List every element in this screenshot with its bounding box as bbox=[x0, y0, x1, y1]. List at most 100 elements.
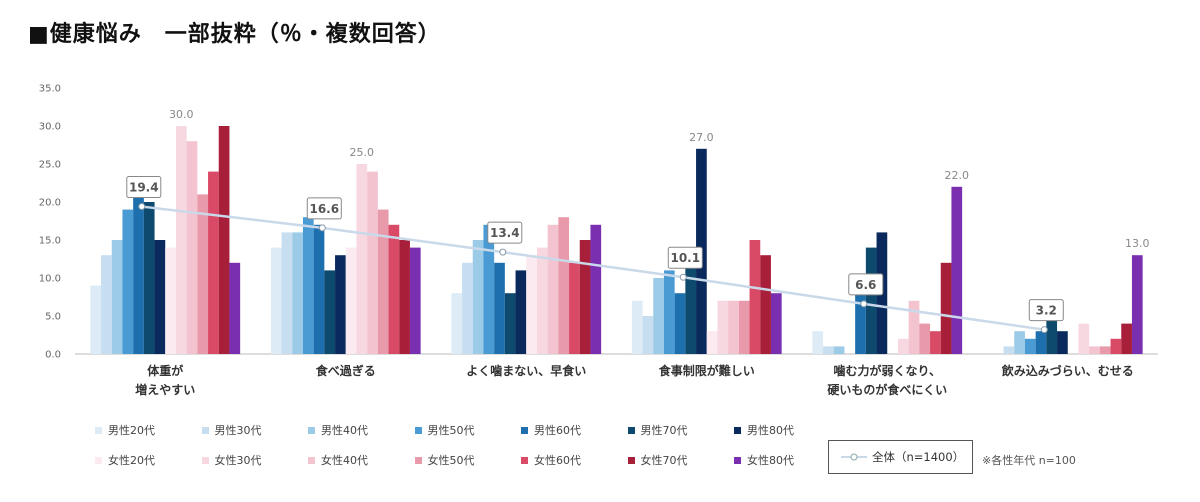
legend-item: 男性30代 bbox=[201, 422, 262, 438]
total-data-label: 3.2 bbox=[1036, 304, 1057, 318]
bar bbox=[451, 293, 463, 354]
total-data-label: 19.4 bbox=[129, 181, 159, 195]
legend-total: 全体（n=1400） bbox=[828, 440, 973, 474]
bar bbox=[218, 126, 230, 354]
total-label-box bbox=[1028, 299, 1064, 322]
bar bbox=[101, 255, 112, 354]
legend-item-label: 男性20代 bbox=[108, 424, 155, 437]
bar bbox=[631, 300, 643, 354]
x-category-label: 飲み込みづらい、むせる bbox=[1001, 363, 1134, 378]
bar bbox=[345, 247, 357, 354]
bar bbox=[388, 224, 400, 354]
y-tick-label: 35.0 bbox=[39, 84, 61, 95]
bar bbox=[674, 293, 686, 354]
y-tick-label: 0.0 bbox=[45, 350, 61, 361]
bar bbox=[823, 346, 834, 354]
bar bbox=[462, 262, 473, 354]
legend-item: 女性30代 bbox=[201, 452, 262, 468]
legend-item-label: 女性50代 bbox=[427, 454, 475, 467]
legend-item-label: 男性50代 bbox=[427, 424, 475, 437]
legend-item-label: 男性80代 bbox=[747, 424, 794, 437]
bar bbox=[919, 323, 931, 354]
bar bbox=[515, 270, 527, 354]
total-data-label: 10.1 bbox=[670, 251, 700, 265]
bar bbox=[229, 262, 241, 354]
legend-item: 男性40代 bbox=[308, 422, 368, 438]
bar bbox=[472, 240, 484, 354]
bar bbox=[536, 247, 548, 354]
bar bbox=[1131, 255, 1143, 354]
bar-chart: 0.0 5.0 10.0 15.0 20.0 25.0 30.0 35.0 30.0 25.0 27… bbox=[39, 84, 1158, 397]
x-category-label: よく噛まない、早食い bbox=[466, 363, 586, 378]
bar bbox=[685, 255, 697, 354]
bar bbox=[133, 186, 144, 354]
bar bbox=[951, 186, 963, 354]
legend-swatch bbox=[201, 456, 209, 464]
legend-item: 男性80代 bbox=[734, 422, 794, 438]
total-line bbox=[141, 205, 1045, 331]
legend-swatch bbox=[414, 426, 422, 434]
bar bbox=[812, 331, 824, 354]
bar bbox=[1035, 331, 1047, 354]
peak-data-label: 13.0 bbox=[1125, 237, 1150, 250]
bar bbox=[409, 247, 421, 354]
bar bbox=[186, 141, 198, 354]
legend-item: 女性60代 bbox=[521, 452, 581, 468]
y-tick-label: 15.0 bbox=[39, 236, 61, 247]
legend-item: 女性50代 bbox=[414, 452, 475, 468]
legend-item-label: 女性20代 bbox=[108, 454, 155, 467]
total-point bbox=[138, 203, 146, 211]
bar bbox=[749, 240, 761, 354]
bar bbox=[367, 171, 378, 354]
legend-item-label: 女性30代 bbox=[214, 454, 262, 467]
bar bbox=[579, 240, 591, 354]
bar bbox=[1110, 338, 1122, 354]
legend-swatch bbox=[308, 426, 315, 434]
total-point bbox=[318, 224, 326, 232]
bar bbox=[653, 278, 664, 354]
legend-swatch bbox=[414, 456, 422, 464]
legend-total-label: 全体（n=1400） bbox=[872, 450, 965, 464]
total-label-box bbox=[848, 273, 884, 296]
x-category-label: 食事制限が難しい bbox=[658, 363, 755, 378]
legend-item-label: 女性70代 bbox=[640, 454, 688, 467]
bar bbox=[569, 262, 580, 354]
legend-swatch bbox=[734, 456, 741, 464]
legend-swatch bbox=[521, 426, 528, 434]
bar bbox=[547, 224, 559, 354]
legend-swatch bbox=[95, 456, 102, 464]
bar bbox=[122, 209, 134, 354]
bar bbox=[706, 331, 718, 354]
bar bbox=[1014, 331, 1025, 354]
bar bbox=[1046, 308, 1058, 354]
y-tick-label: 10.0 bbox=[39, 274, 61, 285]
bar bbox=[111, 240, 123, 354]
bar bbox=[504, 293, 516, 354]
bar bbox=[770, 293, 782, 354]
bar bbox=[399, 240, 410, 354]
legend-item: 男性70代 bbox=[627, 422, 688, 438]
legend-swatch bbox=[627, 456, 635, 464]
legend-item-label: 男性70代 bbox=[640, 424, 688, 437]
bar bbox=[302, 217, 314, 354]
legend-swatch bbox=[627, 426, 635, 434]
total-data-label: 6.6 bbox=[855, 278, 876, 292]
x-category-label: 噛む力が弱くなり、 bbox=[833, 363, 941, 378]
total-data-label: 16.6 bbox=[309, 202, 339, 216]
bar bbox=[324, 270, 336, 354]
bar bbox=[1078, 323, 1090, 354]
bar bbox=[1089, 346, 1100, 354]
bar bbox=[833, 346, 845, 354]
legend-swatch bbox=[521, 456, 528, 464]
peak-data-label: 22.0 bbox=[945, 169, 970, 182]
total-label-box bbox=[306, 197, 342, 220]
bar bbox=[197, 194, 209, 354]
bar bbox=[940, 262, 952, 354]
bar bbox=[865, 247, 877, 354]
legend-item: 男性20代 bbox=[95, 422, 155, 438]
total-point bbox=[679, 273, 687, 281]
total-point bbox=[1040, 326, 1048, 334]
bar bbox=[1057, 331, 1068, 354]
legend-item: 女性70代 bbox=[627, 452, 688, 468]
y-tick-label: 20.0 bbox=[39, 198, 61, 209]
